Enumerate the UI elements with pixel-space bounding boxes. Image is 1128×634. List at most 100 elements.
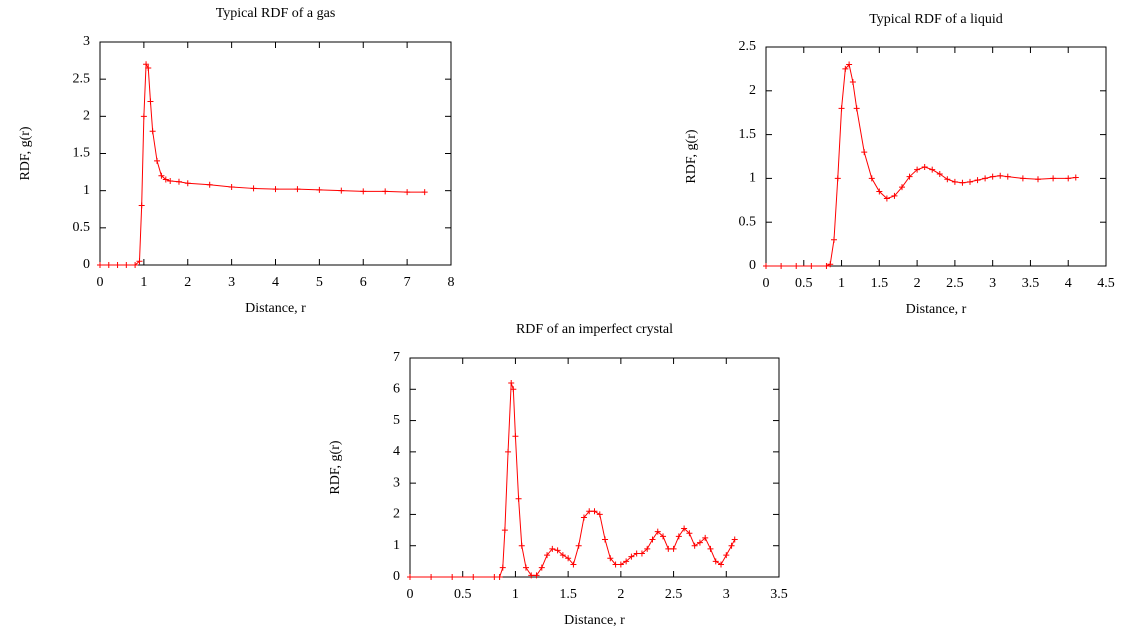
point-marker xyxy=(518,542,525,549)
x-tick-label: 3 xyxy=(228,275,235,290)
point-marker xyxy=(891,192,898,199)
point-marker xyxy=(823,263,830,269)
plot-frame xyxy=(765,46,1107,267)
y-tick-label: 0.5 xyxy=(739,214,757,229)
point-marker xyxy=(951,178,958,185)
point-marker xyxy=(649,536,656,543)
y-tick-label: 4 xyxy=(393,444,400,459)
y-tick-label: 1 xyxy=(83,183,90,198)
y-tick-label: 0 xyxy=(749,258,756,273)
point-marker xyxy=(808,263,815,269)
point-marker xyxy=(570,561,577,568)
point-marker xyxy=(143,61,150,68)
point-marker xyxy=(628,553,635,560)
x-tick-label: 2 xyxy=(184,275,191,290)
point-marker xyxy=(533,572,540,579)
chart-title: RDF of an imperfect crystal xyxy=(516,322,673,337)
point-marker xyxy=(974,177,981,184)
point-marker xyxy=(707,545,714,552)
x-tick-label: 0 xyxy=(407,587,414,602)
x-tick-label: 0.5 xyxy=(795,276,813,291)
point-marker xyxy=(670,545,677,552)
point-marker xyxy=(382,188,389,195)
point-marker xyxy=(449,574,456,580)
point-marker xyxy=(665,545,672,552)
point-marker xyxy=(140,113,147,120)
data-line xyxy=(100,62,425,266)
data-line xyxy=(410,382,736,578)
x-tick-label: 2 xyxy=(617,587,624,602)
point-marker xyxy=(1050,175,1057,182)
point-marker xyxy=(1035,176,1041,183)
point-marker xyxy=(575,542,582,549)
x-tick-label: 6 xyxy=(360,275,367,290)
point-marker xyxy=(522,564,529,571)
point-marker xyxy=(831,236,837,243)
x-tick-label: 5 xyxy=(316,275,323,290)
point-marker xyxy=(428,574,435,580)
x-tick-label: 8 xyxy=(448,275,455,290)
point-marker xyxy=(967,178,973,185)
point-marker xyxy=(660,533,667,540)
y-tick-label: 0 xyxy=(393,569,400,584)
x-tick-label: 2.5 xyxy=(665,587,683,602)
point-marker xyxy=(944,176,951,183)
point-marker xyxy=(591,508,598,515)
point-marker xyxy=(623,558,630,565)
point-marker xyxy=(499,564,506,571)
x-tick-label: 3 xyxy=(989,276,996,291)
point-marker xyxy=(827,261,834,268)
y-tick-label: 2 xyxy=(393,507,400,522)
point-marker xyxy=(175,178,182,185)
point-marker xyxy=(906,173,913,180)
point-marker xyxy=(849,79,856,86)
point-marker xyxy=(868,175,875,182)
point-marker xyxy=(360,188,367,195)
point-marker xyxy=(731,536,738,543)
point-marker xyxy=(97,262,103,268)
y-tick-label: 1 xyxy=(393,538,400,553)
point-marker xyxy=(793,263,800,269)
point-marker xyxy=(132,262,139,268)
point-marker xyxy=(294,186,301,193)
point-marker xyxy=(559,552,566,559)
point-marker xyxy=(654,528,661,535)
y-tick-label: 2.5 xyxy=(739,39,757,54)
point-marker xyxy=(712,558,719,565)
point-marker xyxy=(586,508,593,515)
x-tick-label: 1 xyxy=(838,276,845,291)
point-marker xyxy=(501,527,508,534)
point-marker xyxy=(138,202,145,209)
y-axis-label: RDF, g(r) xyxy=(18,126,33,180)
y-tick-label: 6 xyxy=(393,382,400,397)
point-marker xyxy=(702,534,709,541)
point-marker xyxy=(633,550,640,557)
point-marker xyxy=(538,564,545,571)
point-marker xyxy=(728,542,735,549)
point-marker xyxy=(549,545,556,552)
point-marker xyxy=(936,171,943,178)
point-marker xyxy=(184,180,191,187)
point-marker xyxy=(675,533,682,540)
point-marker xyxy=(316,186,323,193)
point-marker xyxy=(554,547,561,554)
point-marker xyxy=(681,525,688,532)
x-tick-label: 3 xyxy=(723,587,730,602)
point-marker xyxy=(718,561,725,568)
y-tick-label: 2 xyxy=(83,109,90,124)
y-tick-label: 2.5 xyxy=(73,71,91,86)
point-marker xyxy=(607,555,614,562)
y-tick-label: 3 xyxy=(393,475,400,490)
point-marker xyxy=(154,157,161,164)
point-marker xyxy=(959,179,966,186)
x-axis-label: Distance, r xyxy=(906,302,967,317)
y-tick-label: 7 xyxy=(393,350,400,365)
plot-frame xyxy=(99,41,452,266)
point-marker xyxy=(528,572,535,579)
x-tick-label: 1 xyxy=(140,275,147,290)
point-marker xyxy=(250,185,257,192)
x-tick-label: 0 xyxy=(763,276,770,291)
chart: Typical RDF of a gas Distance, r RDF, g(r)… xyxy=(18,6,454,316)
point-marker xyxy=(696,539,703,546)
plot-frame xyxy=(409,357,780,578)
